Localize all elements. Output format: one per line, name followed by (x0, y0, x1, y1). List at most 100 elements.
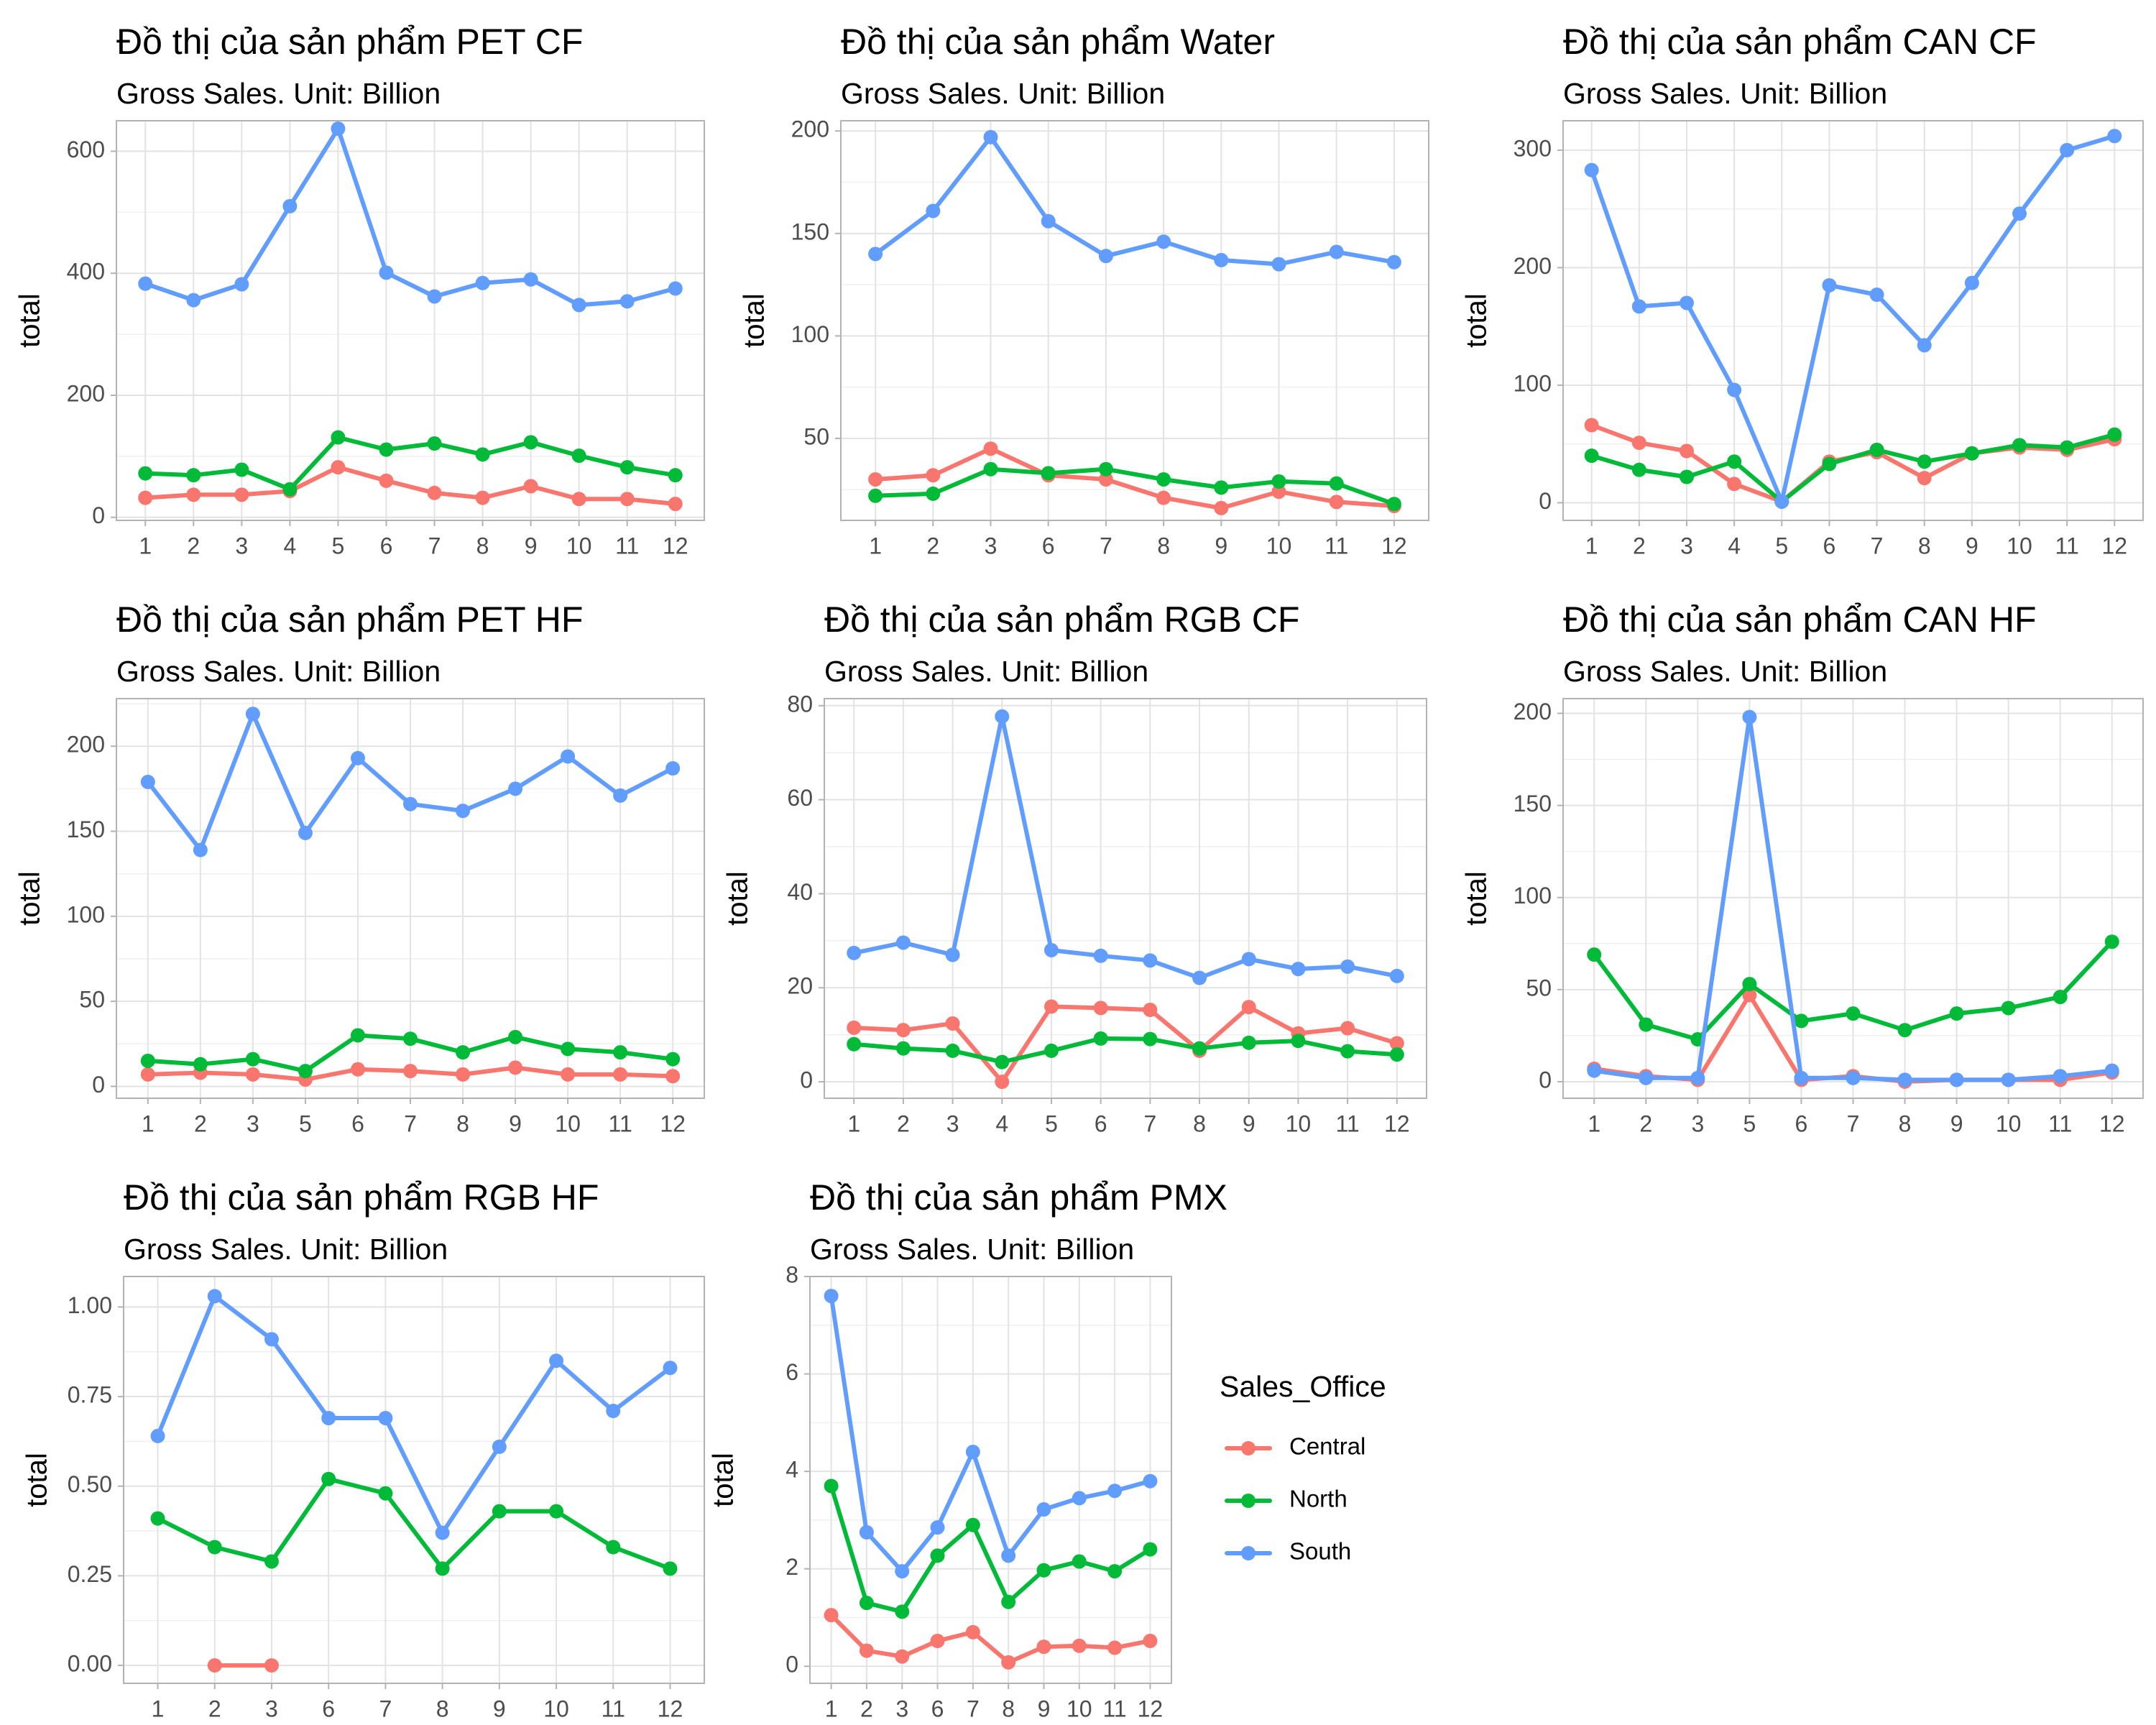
data-point-south (1041, 213, 1056, 229)
x-tick-label: 11 (602, 1696, 625, 1721)
data-point-central (668, 497, 683, 512)
data-point-central (1098, 472, 1113, 487)
data-point-north (1143, 1031, 1158, 1046)
data-point-north (456, 1045, 471, 1060)
data-point-central (1156, 490, 1171, 505)
data-point-north (549, 1504, 564, 1519)
data-point-north (2053, 990, 2068, 1005)
data-point-north (561, 1041, 576, 1057)
data-point-south (1340, 959, 1355, 974)
data-point-south (859, 1524, 874, 1540)
x-tick-label: 3 (946, 1110, 959, 1136)
x-tick-label: 3 (235, 533, 248, 558)
data-point-north (2104, 934, 2119, 949)
data-point-north (1917, 454, 1932, 469)
x-tick-label: 2 (926, 533, 939, 558)
x-tick-label: 9 (1966, 533, 1978, 558)
data-point-north (1093, 1031, 1108, 1046)
data-point-south (1156, 234, 1171, 249)
y-tick-label: 4 (786, 1457, 798, 1483)
plot-area (116, 121, 704, 520)
x-tick-label: 6 (1042, 533, 1055, 558)
data-point-north (1241, 1035, 1256, 1050)
chart-panel-1: Đồ thị của sản phẩm PET CF Gross Sales. U… (14, 22, 705, 558)
legend-label: Central (1289, 1433, 1365, 1460)
chart-title: Đồ thị của sản phẩm RGB HF (124, 1177, 599, 1218)
data-point-south (1917, 338, 1932, 353)
y-tick-label: 2 (786, 1554, 798, 1580)
legend-label: South (1289, 1538, 1351, 1565)
x-tick-label: 10 (543, 1696, 569, 1721)
series-line-south (852, 714, 1399, 980)
chart-subtitle: Gross Sales. Unit: Billion (124, 1233, 448, 1266)
data-point-south (1846, 1070, 1861, 1085)
data-point-north (523, 435, 538, 450)
data-point-south (264, 1332, 279, 1347)
series-line-south (143, 126, 678, 308)
x-tick-label: 5 (1775, 533, 1788, 558)
data-point-south (613, 788, 628, 803)
series-south (868, 129, 1401, 272)
data-point-central (1143, 1003, 1158, 1018)
y-tick-label: 150 (67, 816, 105, 842)
x-tick-label: 1 (1588, 1110, 1600, 1136)
data-point-central (665, 1069, 681, 1084)
data-point-central (1389, 1036, 1404, 1051)
x-tick-label: 7 (1847, 1110, 1860, 1136)
data-point-north (1156, 472, 1171, 487)
x-tick-label: 8 (456, 1110, 469, 1136)
y-tick-label: 0.00 (68, 1651, 112, 1677)
data-point-central (895, 1023, 911, 1038)
x-tick-label: 6 (380, 533, 393, 558)
data-point-central (859, 1643, 874, 1658)
y-tick-label: 400 (67, 259, 105, 285)
x-tick-label: 12 (2102, 533, 2128, 558)
chart-panel-6: Đồ thị của sản phẩm CAN HF Gross Sales. U… (1461, 599, 2144, 1136)
series-line-south (155, 1294, 673, 1535)
legend-entry-south: South (1225, 1538, 1351, 1565)
data-point-north (824, 1478, 839, 1494)
data-point-north (1679, 469, 1694, 484)
data-point-south (895, 1564, 910, 1579)
data-point-central (824, 1608, 839, 1623)
data-point-south (2107, 129, 2122, 144)
data-point-central (1044, 999, 1059, 1014)
data-point-south (1329, 244, 1344, 259)
data-point-central (1271, 484, 1286, 500)
data-point-north (1044, 1043, 1059, 1058)
x-tick-label: 7 (379, 1696, 392, 1721)
x-tick-label: 5 (299, 1110, 312, 1136)
y-tick-label: 0 (800, 1067, 813, 1093)
data-point-south (245, 707, 260, 722)
y-axis-label: total (739, 293, 770, 348)
series-line-north (143, 435, 678, 492)
data-point-central (1679, 443, 1694, 459)
data-point-south (1386, 254, 1401, 270)
series-south (1587, 709, 2119, 1087)
x-tick-label: 5 (1045, 1110, 1058, 1136)
x-tick-label: 10 (1286, 1110, 1312, 1136)
series-north (1584, 427, 2122, 509)
data-point-central (1214, 500, 1229, 515)
x-tick-label: 3 (247, 1110, 259, 1136)
x-tick-label: 6 (351, 1110, 364, 1136)
y-axis-label: total (1461, 293, 1493, 348)
data-point-central (983, 441, 998, 456)
data-point-north (859, 1596, 874, 1611)
data-point-north (193, 1057, 208, 1072)
series-line-south (873, 134, 1396, 267)
x-tick-label: 12 (1138, 1696, 1164, 1721)
data-point-north (321, 1471, 336, 1486)
data-point-north (930, 1548, 945, 1563)
data-point-north (435, 1561, 450, 1576)
x-tick-label: 9 (509, 1110, 522, 1136)
data-point-central (847, 1020, 862, 1035)
data-point-central (1340, 1021, 1355, 1036)
y-tick-label: 100 (67, 901, 105, 927)
data-point-north (868, 488, 883, 503)
chart-title: Đồ thị của sản phẩm PET CF (116, 22, 583, 62)
data-point-central (945, 1016, 960, 1031)
x-tick-label: 8 (1002, 1696, 1015, 1721)
plot-border (116, 698, 705, 1099)
chart-subtitle: Gross Sales. Unit: Billion (824, 655, 1148, 688)
